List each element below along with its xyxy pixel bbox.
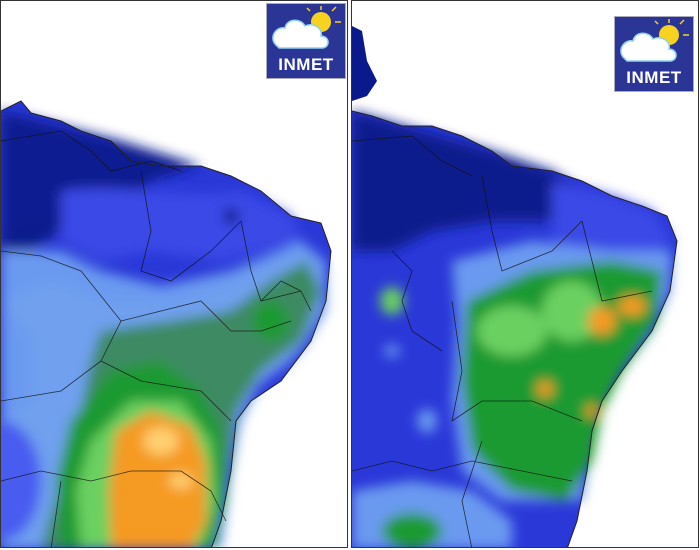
- precipitation-map-right: [352, 26, 678, 547]
- cloud-sun-icon: [620, 19, 689, 62]
- inmet-logo-text: INMET: [278, 55, 334, 74]
- inmet-logo: INMET: [266, 3, 346, 79]
- inmet-logo: INMET: [614, 16, 694, 92]
- map-panel-right: INMET: [351, 0, 699, 548]
- precipitation-map-left: [1, 100, 332, 547]
- cloud-sun-icon: [272, 6, 341, 49]
- inmet-logo-text: INMET: [626, 68, 682, 87]
- map-panel-left: INMET: [0, 0, 348, 548]
